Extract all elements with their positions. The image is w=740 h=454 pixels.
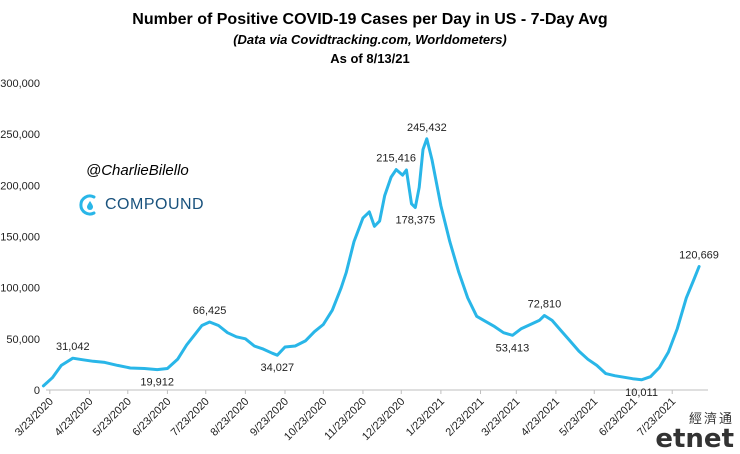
- twitter-handle: @CharlieBilello: [86, 162, 189, 179]
- series-line-cases: [41, 137, 701, 388]
- x-tick-label: 3/23/2021: [479, 396, 522, 439]
- etnet-watermark: 經濟通 etnet: [655, 408, 734, 454]
- x-tick-label: 6/23/2021: [597, 396, 640, 439]
- compound-logo: COMPOUND: [79, 193, 204, 217]
- x-axis: 3/23/20204/23/20205/23/20206/23/20207/23…: [13, 389, 708, 443]
- y-tick-label: 200,000: [0, 180, 40, 192]
- as-of-date: As of 8/13/21: [330, 51, 410, 66]
- y-tick-label: 250,000: [0, 129, 40, 141]
- chart-title: Number of Positive COVID-19 Cases per Da…: [132, 11, 608, 28]
- watermark-latin: etnet: [655, 424, 734, 454]
- x-tick-label: 5/23/2021: [557, 396, 600, 439]
- x-tick-label: 4/23/2021: [519, 396, 562, 439]
- x-tick-label: 8/23/2020: [208, 396, 251, 439]
- x-tick-label: 5/23/2020: [91, 396, 134, 439]
- data-label: 19,912: [140, 377, 174, 389]
- y-tick-label: 0: [34, 385, 40, 397]
- x-tick-label: 4/23/2020: [52, 396, 95, 439]
- data-label: 53,413: [496, 342, 530, 354]
- data-label: 120,669: [679, 250, 719, 262]
- y-axis: 0 50,000 100,000 150,000 200,000 250,000 300,0…: [0, 78, 40, 397]
- data-label: 34,027: [260, 362, 294, 374]
- compound-logo-text: COMPOUND: [105, 196, 205, 213]
- y-tick-label: 50,000: [6, 334, 40, 346]
- data-label: 178,375: [395, 214, 435, 226]
- x-tick-label: 3/23/2020: [13, 396, 56, 439]
- data-labels: 31,042 19,912 66,425 34,027 215,416 178,375 24…: [56, 122, 719, 399]
- chart-header: Number of Positive COVID-19 Cases per Da…: [0, 10, 740, 68]
- y-tick-label: 150,000: [0, 232, 40, 244]
- chart-subtitle: (Data via Covidtracking.com, Worldometer…: [233, 32, 507, 47]
- compound-logo-icon: [79, 194, 96, 216]
- x-tick-label: 1/23/2021: [404, 396, 447, 439]
- x-tick-label: 6/23/2020: [130, 396, 173, 439]
- data-label: 215,416: [376, 153, 416, 165]
- x-tick-label: 7/23/2020: [169, 396, 212, 439]
- y-tick-label: 300,000: [0, 78, 40, 90]
- data-label: 72,810: [528, 298, 562, 310]
- data-label: 31,042: [56, 341, 90, 353]
- data-label: 10,011: [625, 387, 658, 399]
- watermark-chinese: 經濟通: [688, 412, 734, 427]
- data-label: 245,432: [407, 122, 447, 134]
- data-label: 66,425: [193, 305, 227, 317]
- y-tick-label: 100,000: [0, 283, 40, 295]
